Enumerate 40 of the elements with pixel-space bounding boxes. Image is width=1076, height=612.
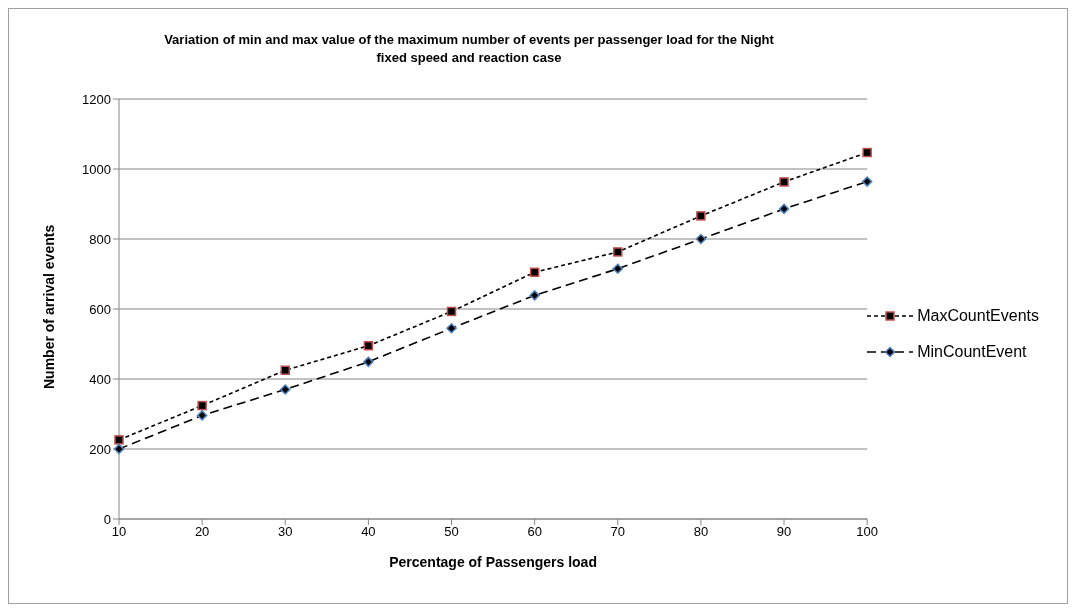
point — [196, 410, 208, 421]
y-axis-title: Number of arrival events — [40, 224, 57, 389]
y-tick-label: 400 — [89, 371, 111, 387]
point — [363, 356, 374, 368]
legend-label: MaxCountEvents — [917, 307, 1039, 325]
y-tick-label: 800 — [89, 231, 111, 247]
x-tick-label: 60 — [527, 524, 542, 540]
point — [363, 341, 374, 351]
x-tick-label: 80 — [693, 524, 709, 540]
y-tick-label: 600 — [89, 301, 111, 317]
point — [612, 263, 624, 274]
y-tick-label: 1000 — [82, 161, 111, 177]
point — [197, 400, 207, 411]
x-tick-label: 40 — [361, 524, 376, 540]
point — [114, 435, 124, 445]
x-tick-label: 10 — [111, 524, 127, 540]
x-axis-title: Percentage of Passengers load — [389, 554, 597, 570]
point — [446, 306, 457, 317]
x-tick-label: 70 — [610, 524, 626, 540]
point — [861, 176, 873, 187]
x-tick-label: 20 — [194, 524, 210, 540]
point — [529, 290, 540, 301]
point — [779, 177, 789, 187]
y-tick-label: 0 — [103, 511, 111, 527]
point — [280, 384, 291, 395]
point — [280, 365, 291, 375]
point — [446, 323, 457, 334]
x-tick-label: 90 — [776, 524, 792, 540]
point — [529, 267, 540, 277]
point — [613, 247, 623, 257]
chart-title: Variation of min and max value of the maximum number of events per passenger load for the Night fixed speed and reaction case — [163, 31, 775, 67]
x-tick-label: 30 — [278, 524, 293, 540]
legend-label: MinCountEvent — [917, 343, 1027, 361]
x-tick-label: 50 — [444, 524, 459, 540]
y-tick-label: 1200 — [82, 91, 111, 107]
point — [778, 203, 790, 215]
x-tick-label: 100 — [856, 524, 879, 540]
point — [862, 147, 872, 158]
y-tick-label: 200 — [89, 441, 111, 457]
point — [695, 233, 707, 245]
